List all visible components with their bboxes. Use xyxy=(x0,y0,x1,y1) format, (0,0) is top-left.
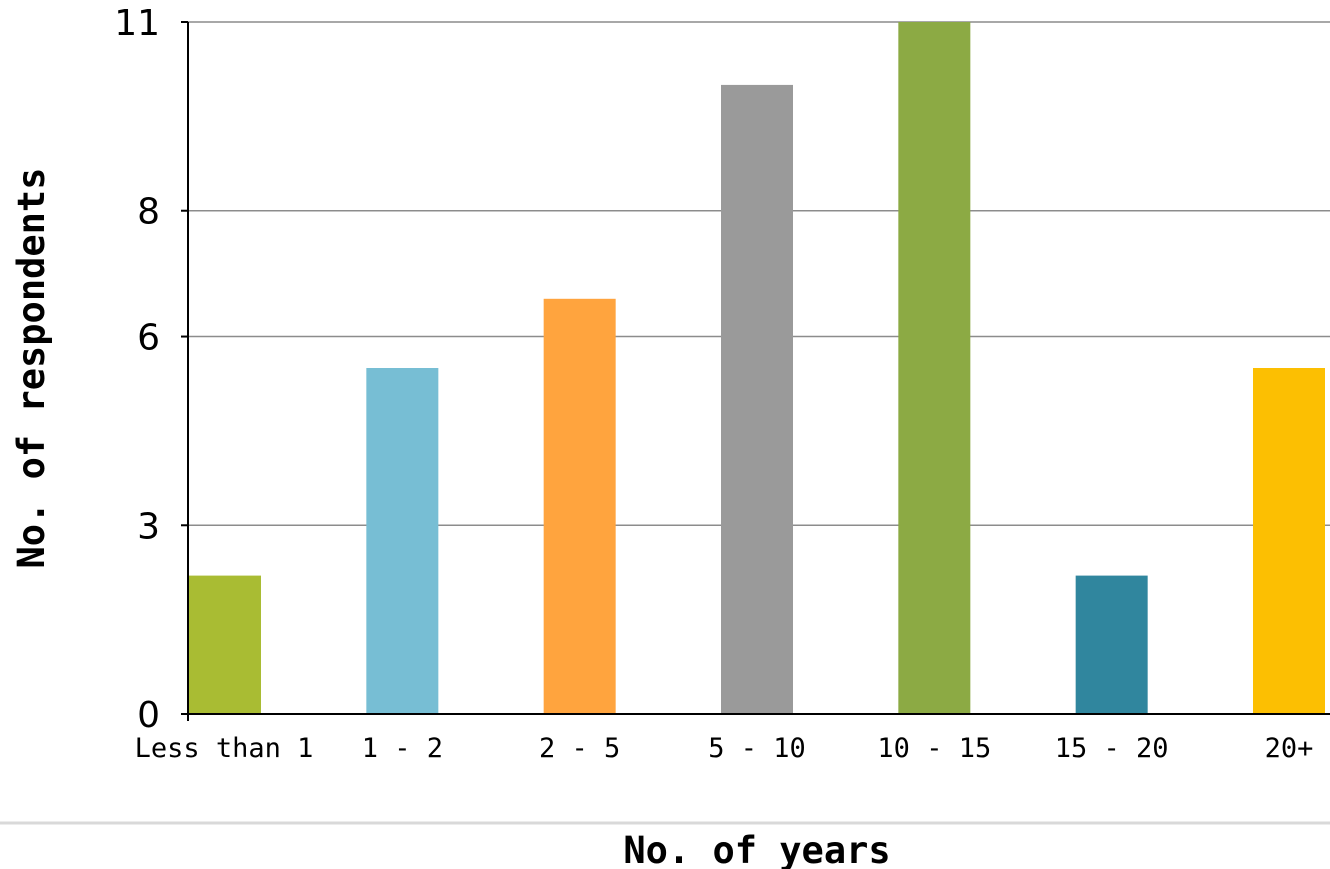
y-tick-label-3: 8 xyxy=(137,192,160,233)
axes xyxy=(181,22,1330,721)
y-tick-label-0: 0 xyxy=(137,695,160,736)
bar-3 xyxy=(721,84,793,715)
y-tick-label-2: 6 xyxy=(137,318,160,359)
bar-4 xyxy=(898,22,971,714)
bars xyxy=(189,22,1325,715)
bar-2 xyxy=(543,298,616,714)
y-tick-labels: 0 3 6 8 11 xyxy=(114,3,188,736)
bar-0 xyxy=(189,575,261,714)
y-tick-label-4: 11 xyxy=(114,3,160,44)
x-tick-label-4: 10 - 15 xyxy=(877,733,991,764)
y-tick-label-1: 3 xyxy=(137,506,160,547)
bar-1 xyxy=(366,368,439,714)
y-axis-title: No. of respondents xyxy=(10,168,53,569)
bar-6 xyxy=(1253,368,1325,714)
x-tick-label-3: 5 - 10 xyxy=(708,733,806,764)
bar-5 xyxy=(1075,575,1148,714)
x-tick-label-0: Less than 1 xyxy=(135,733,314,764)
x-tick-label-5: 15 - 20 xyxy=(1055,733,1169,764)
x-tick-label-2: 2 - 5 xyxy=(539,733,620,764)
x-tick-label-6: 20+ xyxy=(1265,733,1314,764)
x-axis-title: No. of years xyxy=(623,829,890,869)
x-tick-labels: Less than 1 1 - 2 2 - 5 5 - 10 10 - 15 15 - 2… xyxy=(135,733,1314,764)
x-tick-label-1: 1 - 2 xyxy=(362,733,443,764)
